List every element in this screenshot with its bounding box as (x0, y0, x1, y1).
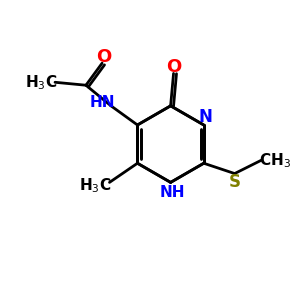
Text: HN: HN (90, 95, 116, 110)
Text: CH$_3$: CH$_3$ (259, 151, 291, 170)
Text: O: O (96, 48, 111, 66)
Text: O: O (166, 58, 181, 76)
Text: N: N (198, 108, 212, 126)
Text: S: S (229, 173, 241, 191)
Text: NH: NH (159, 185, 185, 200)
Text: H$_3$C: H$_3$C (79, 176, 112, 195)
Text: H$_3$C: H$_3$C (25, 73, 57, 92)
